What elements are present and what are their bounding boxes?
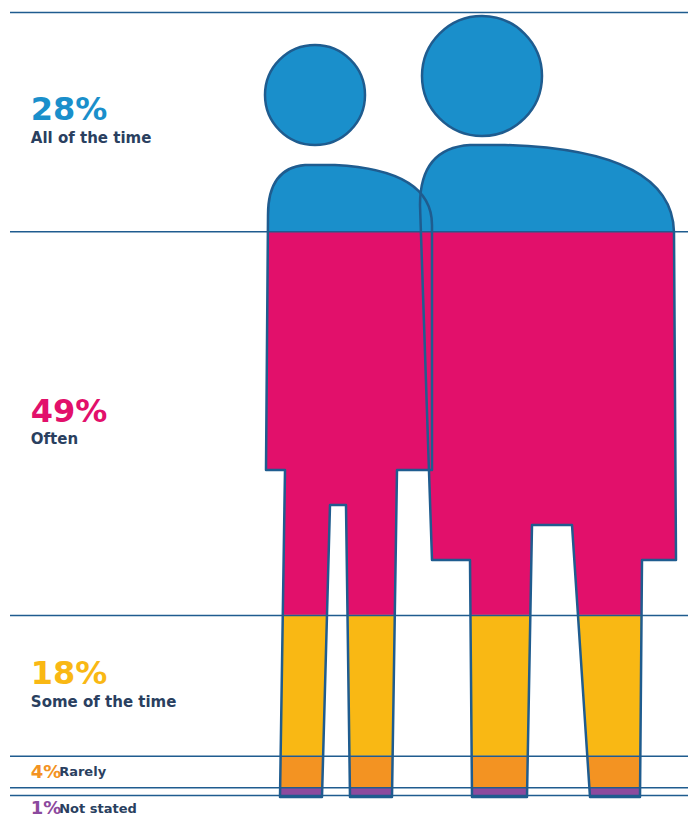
svg-text:28%: 28% xyxy=(31,90,108,128)
svg-text:All of the time: All of the time xyxy=(31,129,152,147)
svg-text:Rarely: Rarely xyxy=(59,764,106,779)
svg-text:Often: Often xyxy=(31,430,78,448)
svg-text:Not stated: Not stated xyxy=(59,801,137,816)
svg-text:4%: 4% xyxy=(31,761,62,782)
svg-text:18%: 18% xyxy=(31,654,108,692)
svg-text:Some of the time: Some of the time xyxy=(31,693,177,711)
svg-text:1%: 1% xyxy=(31,797,62,818)
svg-text:49%: 49% xyxy=(31,392,108,430)
